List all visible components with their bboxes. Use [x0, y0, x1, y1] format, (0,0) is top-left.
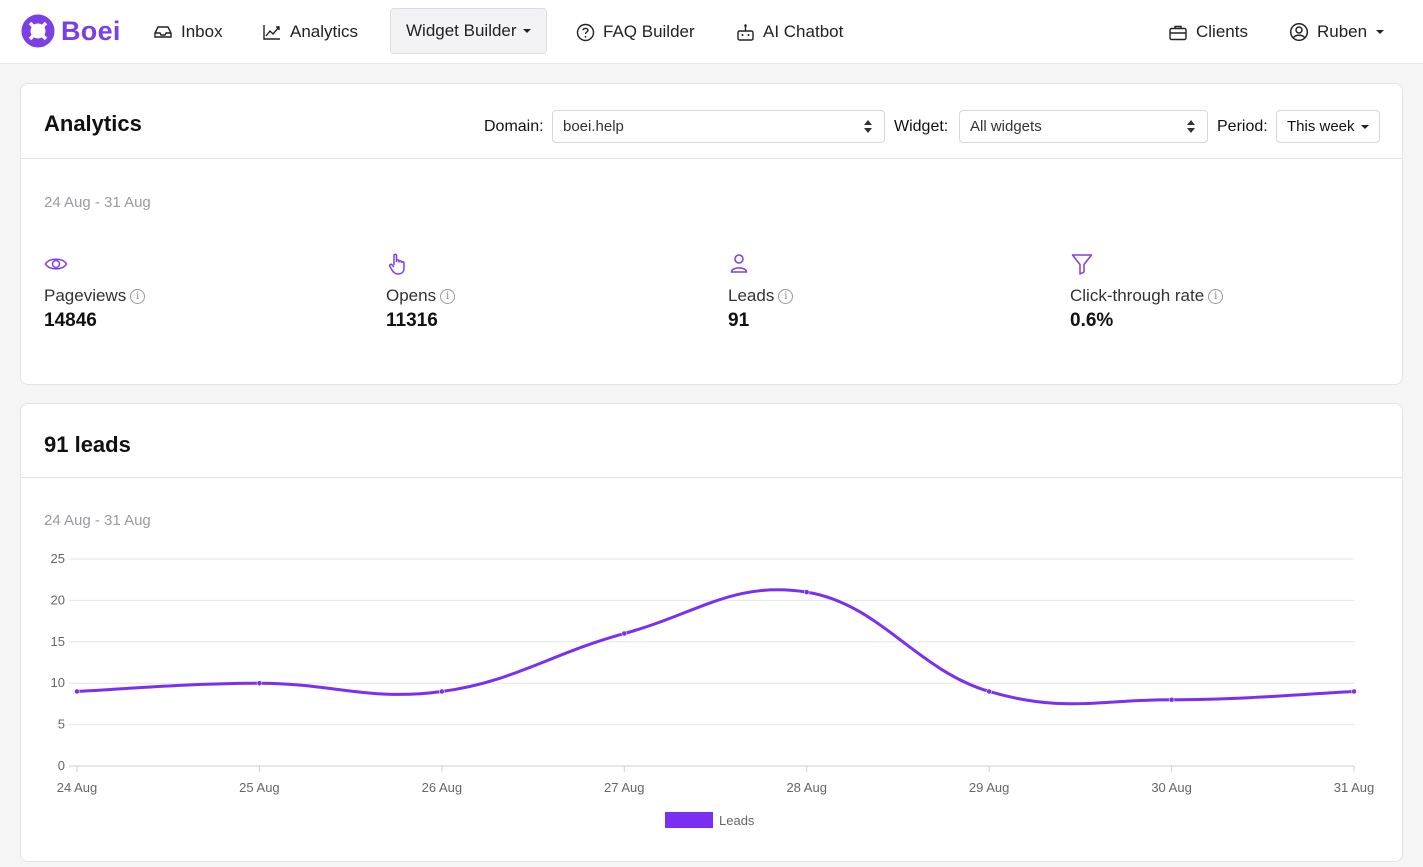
x-tick-label: 27 Aug [604, 780, 645, 795]
y-tick-label: 5 [58, 717, 65, 732]
x-tick-label: 31 Aug [1334, 780, 1375, 795]
data-point [439, 688, 445, 695]
y-tick-label: 20 [51, 592, 65, 607]
widget-select-value: All widgets [970, 118, 1042, 135]
stat-click-through-rate: Click-through rate i 0.6% [1070, 252, 1370, 332]
stat-value: 0.6% [1070, 310, 1114, 331]
data-point [256, 680, 263, 686]
inbox-icon [154, 26, 172, 38]
boei-logo[interactable]: Boei [21, 13, 121, 49]
period-label: Period: [1217, 118, 1268, 135]
info-icon[interactable]: i [130, 288, 146, 304]
data-point [74, 688, 80, 695]
x-tick-label: 25 Aug [239, 780, 280, 795]
page-title: Analytics [44, 111, 142, 136]
stat-label: Click-through rate [1070, 286, 1205, 305]
data-point [1351, 688, 1357, 695]
select-arrows-icon [864, 120, 872, 134]
y-tick-label: 0 [58, 758, 65, 773]
top-navbar: Boei Inbox Analytics Widget Builder FAQ … [0, 0, 1423, 64]
x-tick-label: 30 Aug [1151, 780, 1192, 795]
chevron-down-icon [522, 29, 531, 33]
x-tick-label: 29 Aug [969, 780, 1010, 795]
nav-inbox-label: Inbox [181, 22, 223, 41]
info-icon[interactable]: i [778, 288, 794, 304]
robot-icon [737, 23, 754, 41]
nav-analytics[interactable]: Analytics [262, 14, 358, 50]
nav-faq-builder-label: FAQ Builder [603, 22, 695, 41]
nav-user-label: Ruben [1317, 22, 1368, 41]
stat-opens: Opens i 11316 [386, 252, 686, 332]
x-tick-label: 26 Aug [422, 780, 463, 795]
user-circle-icon [1289, 22, 1309, 42]
lifebuoy-icon [21, 14, 55, 48]
info-icon[interactable]: i [1208, 288, 1224, 304]
stat-label: Pageviews [44, 286, 127, 305]
analytics-card-header: Analytics Domain: boei.help Widget: All … [21, 84, 1402, 159]
nav-faq-builder[interactable]: FAQ Builder [576, 14, 695, 50]
x-tick-label: 28 Aug [786, 780, 827, 795]
stat-leads: Leads i 91 [728, 252, 1028, 332]
chevron-down-icon [1360, 124, 1369, 129]
domain-label: Domain: [484, 118, 544, 135]
legend-swatch [665, 812, 713, 828]
y-tick-label: 10 [51, 675, 65, 690]
y-tick-label: 25 [51, 551, 65, 566]
x-tick-label: 24 Aug [57, 780, 98, 795]
stat-pageviews: Pageviews i 14846 [44, 252, 344, 332]
leads-line-chart: 0 5 10 15 20 25 24 Aug 25 Aug 26 Aug 27 Aug 28 Aug… [51, 551, 1375, 828]
pointer-hand-icon [388, 253, 405, 275]
stat-value: 14846 [44, 310, 97, 331]
domain-select-value: boei.help [563, 118, 624, 135]
nav-widget-builder[interactable]: Widget Builder [390, 8, 547, 54]
question-circle-icon [576, 23, 595, 41]
date-range: 24 Aug - 31 Aug [44, 194, 151, 211]
data-point [621, 630, 628, 637]
domain-select[interactable]: boei.help [552, 110, 885, 143]
series-line-leads [76, 588, 1355, 706]
eye-icon [44, 258, 68, 270]
period-dropdown[interactable]: This week [1276, 110, 1380, 143]
data-point [803, 589, 810, 595]
nav-clients[interactable]: Clients [1168, 14, 1248, 50]
stat-label: Opens [386, 286, 437, 305]
brand-name: Boei [61, 15, 121, 46]
nav-clients-label: Clients [1196, 22, 1248, 41]
legend-label: Leads [719, 813, 755, 828]
leads-date-range: 24 Aug - 31 Aug [44, 512, 151, 529]
data-point [1168, 697, 1175, 703]
nav-user-menu[interactable]: Ruben [1289, 14, 1385, 50]
y-tick-label: 15 [51, 634, 65, 649]
nav-ai-chatbot[interactable]: AI Chatbot [736, 14, 843, 50]
widget-select[interactable]: All widgets [959, 110, 1208, 143]
period-dropdown-value: This week [1287, 118, 1355, 135]
user-icon [730, 254, 748, 273]
nav-analytics-label: Analytics [290, 22, 359, 41]
nav-ai-chatbot-label: AI Chatbot [763, 22, 844, 41]
stat-label: Leads [728, 286, 775, 305]
line-chart-icon [263, 25, 280, 40]
nav-inbox[interactable]: Inbox [153, 14, 223, 50]
briefcase-icon [1169, 25, 1187, 40]
select-arrows-icon [1187, 120, 1195, 134]
leads-card-header: 91 leads [21, 404, 1402, 478]
data-point [986, 688, 992, 695]
stat-value: 11316 [386, 310, 438, 331]
widget-label: Widget: [894, 118, 949, 135]
stat-value: 91 [728, 310, 750, 331]
nav-widget-builder-label: Widget Builder [406, 21, 517, 40]
analytics-card: Analytics Domain: boei.help Widget: All … [20, 83, 1403, 385]
funnel-icon [1071, 254, 1093, 275]
leads-title: 91 leads [44, 432, 131, 457]
info-icon[interactable]: i [440, 288, 456, 304]
chevron-down-icon [1376, 30, 1385, 34]
leads-card: 91 leads 24 Aug - 31 Aug 0 5 10 15 20 25 24 Au… [20, 403, 1403, 862]
